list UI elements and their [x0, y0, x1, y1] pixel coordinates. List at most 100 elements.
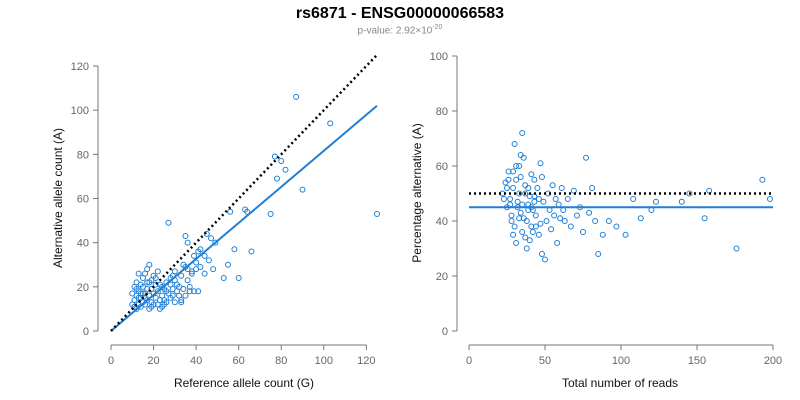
- data-point: [131, 303, 138, 310]
- data-point: [567, 223, 574, 230]
- data-point: [540, 198, 547, 205]
- data-point: [511, 223, 518, 230]
- y-tick-label: 20: [77, 282, 89, 294]
- data-point: [525, 185, 532, 191]
- y-axis-title: Percentage alternative (A): [410, 123, 424, 262]
- data-point: [652, 198, 659, 205]
- data-point: [205, 257, 212, 264]
- data-point: [197, 246, 204, 253]
- data-point: [293, 93, 300, 100]
- data-point: [551, 212, 558, 219]
- data-point: [558, 185, 565, 191]
- data-point: [180, 261, 187, 268]
- x-tick-label: 150: [688, 355, 706, 367]
- data-point: [522, 182, 529, 189]
- data-point: [686, 190, 693, 197]
- data-point: [505, 176, 512, 183]
- data-point: [517, 152, 524, 158]
- data-point: [528, 171, 535, 178]
- data-point: [267, 210, 274, 217]
- p-value-exponent: -20: [432, 24, 443, 31]
- data-point: [537, 220, 544, 227]
- data-point: [583, 154, 590, 161]
- x-tick-label: 50: [539, 355, 551, 367]
- chart-subtitle: p-value: 2.92×10-20: [0, 24, 800, 36]
- regression-line: [110, 104, 378, 332]
- data-point: [163, 288, 170, 295]
- data-point: [154, 288, 161, 295]
- data-point: [244, 208, 251, 215]
- x-tick-label: 0: [108, 355, 114, 367]
- data-point: [580, 229, 586, 235]
- data-point: [605, 218, 612, 224]
- data-point: [152, 281, 159, 288]
- data-point: [595, 251, 602, 257]
- data-point: [201, 270, 208, 277]
- data-point: [516, 190, 523, 197]
- data-point: [678, 198, 685, 205]
- data-point: [766, 196, 773, 202]
- data-point: [248, 248, 255, 255]
- y-tick-label: 80: [77, 149, 89, 161]
- data-point: [282, 166, 289, 173]
- data-point: [701, 215, 708, 222]
- y-axis-title: Alternative allele count (A): [51, 128, 65, 268]
- data-point: [500, 196, 507, 202]
- data-point: [516, 215, 523, 222]
- data-point: [144, 286, 151, 293]
- data-point: [510, 185, 517, 191]
- data-point: [154, 268, 161, 275]
- data-point: [156, 305, 163, 312]
- data-point: [531, 176, 538, 183]
- data-point: [570, 187, 577, 194]
- y-tick-label: 40: [436, 216, 448, 228]
- y-tick-label: 0: [442, 326, 448, 338]
- data-point: [231, 246, 238, 253]
- data-point: [589, 185, 596, 191]
- data-point: [220, 275, 227, 281]
- data-point: [139, 290, 146, 297]
- data-point: [538, 174, 545, 180]
- x-tick-label: 100: [612, 355, 630, 367]
- data-point: [201, 252, 208, 259]
- data-point: [225, 261, 232, 268]
- data-point: [167, 281, 174, 288]
- data-point: [523, 245, 530, 252]
- y-tick-label: 60: [436, 161, 448, 173]
- data-point: [212, 239, 219, 246]
- data-point: [599, 231, 606, 238]
- data-point: [522, 190, 529, 197]
- data-point: [535, 231, 542, 238]
- data-point: [637, 215, 644, 222]
- right-scatter-panel: 0 50 100 150 200 0 20 40 60 80 100 Total number of …: [410, 51, 782, 390]
- data-point: [622, 231, 629, 238]
- x-tick-label: 0: [466, 355, 472, 367]
- data-point: [178, 299, 185, 306]
- data-point: [532, 212, 539, 219]
- data-point: [161, 301, 168, 308]
- data-point: [190, 252, 197, 259]
- data-point: [519, 229, 526, 235]
- data-point: [548, 226, 555, 233]
- x-tick-label: 120: [357, 355, 375, 367]
- data-point: [522, 234, 529, 241]
- data-point: [374, 210, 380, 217]
- data-point: [203, 230, 210, 237]
- x-axis-title: Reference allele count (G): [174, 376, 314, 390]
- data-point: [528, 223, 535, 230]
- data-point: [529, 229, 536, 235]
- data-point: [188, 270, 195, 277]
- data-point: [552, 196, 559, 202]
- left-scatter-panel: 0 20 40 60 80 100 120 0 20 40 60 80 100 120 Reference …: [51, 54, 380, 390]
- data-point: [564, 196, 571, 202]
- data-point: [519, 130, 526, 136]
- data-point: [273, 175, 280, 182]
- data-point: [523, 218, 530, 224]
- data-point: [549, 182, 556, 189]
- x-tick-label: 80: [275, 355, 287, 367]
- y-tick-label: 60: [77, 194, 89, 206]
- data-point: [537, 160, 544, 167]
- data-point: [561, 218, 568, 224]
- data-point: [510, 168, 517, 175]
